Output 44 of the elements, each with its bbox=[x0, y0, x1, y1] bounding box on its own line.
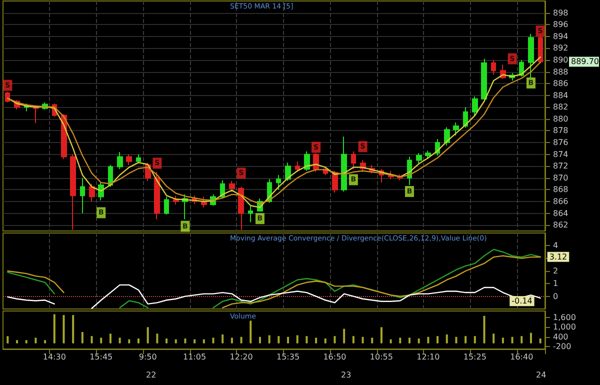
y-tick-label: 880 bbox=[553, 114, 568, 124]
y-tick-label: 4 bbox=[553, 241, 558, 250]
y-tick-label: 1,000 bbox=[553, 322, 576, 332]
text: 23 bbox=[341, 370, 352, 380]
data-label: -0.14 bbox=[512, 296, 532, 306]
x-tick-label: 11:05 bbox=[183, 352, 206, 362]
y-tick-label: 400 bbox=[553, 332, 568, 342]
x-tick-label: 10:55 bbox=[370, 352, 393, 362]
y-tick-label: 884 bbox=[553, 90, 568, 100]
y-tick-label: 2 bbox=[553, 266, 558, 276]
y-tick-label: 870 bbox=[553, 173, 568, 182]
y-tick-label: -200 bbox=[553, 342, 572, 352]
data-label: 3.12 bbox=[549, 252, 568, 262]
y-tick-label: 878 bbox=[553, 126, 568, 136]
y-tick-label: 1 bbox=[553, 279, 558, 288]
y-tick-label: 872 bbox=[553, 162, 568, 171]
text: 24 bbox=[536, 370, 546, 380]
y-tick-label: 1,600 bbox=[553, 312, 576, 322]
y-tick-label: 876 bbox=[553, 138, 568, 148]
x-tick-label: 12:20 bbox=[230, 352, 253, 362]
y-tick-label: 868 bbox=[553, 185, 568, 194]
y-tick-label: 866 bbox=[553, 197, 568, 206]
y-tick-label: 874 bbox=[553, 150, 568, 159]
y-tick-label: 896 bbox=[553, 20, 568, 30]
x-tick-label: 14:30 bbox=[42, 352, 66, 362]
y-tick-label: 892 bbox=[553, 44, 568, 53]
x-tick-label: 16:50 bbox=[323, 352, 346, 362]
x-tick-label: 15:25 bbox=[463, 352, 486, 362]
y-tick-label: 882 bbox=[553, 102, 568, 112]
y-tick-label: 864 bbox=[553, 208, 568, 218]
y-tick-label: 862 bbox=[553, 220, 568, 230]
x-tick-label: 15:45 bbox=[90, 352, 113, 362]
x-tick-label: 15:35 bbox=[276, 352, 300, 362]
text: 889.70 bbox=[571, 57, 599, 66]
y-tick-label: 890 bbox=[553, 55, 568, 64]
text: 22 bbox=[146, 370, 156, 380]
x-tick-label: 12:10 bbox=[416, 352, 440, 362]
y-tick-label: 886 bbox=[553, 79, 568, 88]
y-tick-label: 898 bbox=[553, 8, 568, 18]
y-tick-label: 888 bbox=[553, 67, 568, 76]
x-tick-label: 16:40 bbox=[510, 352, 534, 362]
y-tick-label: 0 bbox=[553, 292, 558, 301]
x-tick-label: 9:50 bbox=[138, 352, 157, 362]
y-tick-label: 894 bbox=[553, 32, 568, 41]
